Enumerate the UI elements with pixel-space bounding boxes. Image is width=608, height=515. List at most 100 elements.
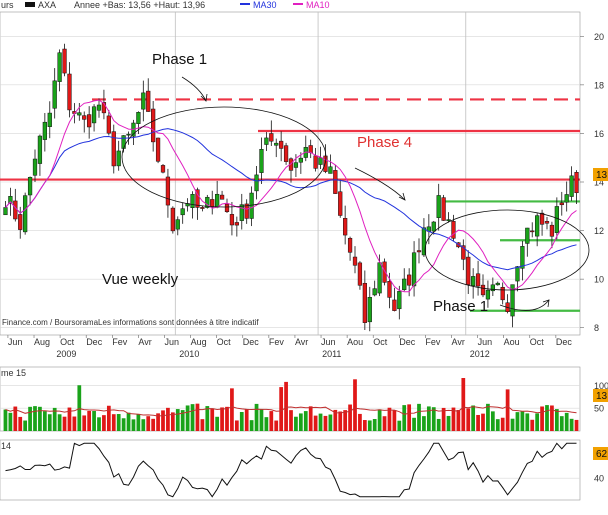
oscillator-y-axis: 40 (594, 474, 604, 484)
candle-down (219, 194, 225, 200)
volume-bar (52, 407, 57, 431)
volume-average-line (5, 405, 577, 417)
candle-up (254, 174, 259, 192)
ma10-swatch (293, 3, 303, 5)
year-tick-label: 2010 (179, 349, 199, 359)
candle-down (82, 115, 87, 120)
month-tick-label: Fev (269, 337, 285, 347)
volume-bar (456, 409, 461, 431)
month-tick-label: Aou (347, 337, 363, 347)
volume-bar (417, 403, 421, 431)
candle-up (564, 194, 569, 203)
candle-up (264, 137, 269, 145)
header-prefix: urs (1, 0, 14, 10)
volume-y-axis: 50 100 (594, 381, 608, 414)
oscillator-line (5, 442, 577, 498)
volume-bar (294, 416, 298, 431)
volume-bar (471, 405, 476, 431)
candle-down (539, 212, 545, 225)
volume-bar (397, 420, 402, 431)
candle-up (554, 206, 559, 233)
volume-bar (230, 388, 234, 431)
volume-bar (486, 403, 490, 431)
volume-bar (367, 420, 372, 431)
volume-bar (62, 416, 67, 431)
month-tick-label: Avr (295, 337, 308, 347)
volume-bar (436, 418, 441, 431)
volume-tick-label: 50 (594, 404, 604, 414)
candle-up (180, 208, 185, 216)
candle-down (441, 197, 446, 221)
candle-up (485, 289, 491, 300)
candle-up (32, 158, 38, 176)
candle-up (126, 133, 131, 136)
volume-bar (318, 413, 323, 431)
phase4-arrow (354, 167, 406, 201)
candle-down (210, 199, 215, 208)
month-tick-label: Fev (425, 337, 441, 347)
volume-bar (387, 407, 392, 431)
volume-bar (57, 414, 62, 431)
timeframe-note: Vue weekly (102, 271, 179, 288)
volume-bar (481, 413, 485, 431)
candle-up (175, 219, 180, 230)
volume-bar (3, 409, 8, 431)
candle-down (347, 237, 353, 253)
volume-bar (333, 409, 338, 431)
axa-series-swatch (25, 2, 35, 7)
candle-down (229, 214, 235, 226)
candle-down (279, 140, 284, 149)
candle-down (13, 200, 18, 220)
volume-bar (13, 406, 18, 431)
volume-bar (358, 413, 362, 431)
oscillator-last-badge (593, 447, 608, 460)
volume-bar (18, 416, 23, 431)
price-panel: 8 10 12 14 16 18 20 Phase 1 Phase 4 Phase 1 Vu… (0, 11, 608, 336)
volume-bar (412, 417, 416, 431)
candle-down (283, 145, 289, 162)
month-tick-label: Aou (504, 337, 520, 347)
ma30-swatch (240, 3, 250, 5)
candle-up (52, 80, 57, 109)
volume-last-badge (593, 389, 608, 402)
candle-down (549, 224, 555, 237)
price-grid (0, 12, 580, 335)
last-price-badge (593, 168, 608, 181)
volume-bar (490, 411, 495, 431)
volume-bar (259, 409, 264, 431)
candle-down (165, 176, 171, 206)
volume-bar (407, 404, 412, 431)
price-tick-label: 8 (594, 323, 599, 333)
month-tick-label: Dec (86, 337, 103, 347)
month-tick-label: Avr (451, 337, 464, 347)
volume-bar (225, 406, 229, 431)
volume-bar (38, 406, 42, 431)
candle-down (392, 299, 397, 311)
candle-up (510, 284, 515, 317)
candle-up (372, 288, 377, 296)
header-range: Annee +Bas: 13,56 +Haut: 13,96 (74, 0, 205, 10)
candle-down (338, 191, 343, 216)
candle-up (3, 207, 8, 216)
candle-down (155, 137, 161, 162)
candle-up (121, 135, 126, 149)
month-tick-label: Aug (191, 337, 207, 347)
phase1-left-arrow (181, 76, 207, 102)
candle-up (421, 227, 427, 256)
header-ma10: MA10 (306, 0, 330, 10)
volume-bar (495, 419, 500, 431)
volume-bar (23, 420, 28, 431)
volume-bar (274, 420, 279, 431)
candle-up (8, 196, 13, 204)
volume-bar (515, 412, 520, 431)
candle-down (451, 221, 456, 239)
volume-bar (441, 407, 446, 431)
oscillator-panel-frame (0, 439, 581, 501)
volume-bar (284, 381, 288, 431)
phase-annotations: Phase 1 Phase 4 Phase 1 Vue weekly (102, 51, 590, 315)
candle-up (367, 297, 372, 323)
volume-bar (131, 419, 136, 431)
candle-down (200, 207, 205, 209)
month-tick-label: Fev (112, 337, 128, 347)
volume-bar (520, 411, 525, 431)
